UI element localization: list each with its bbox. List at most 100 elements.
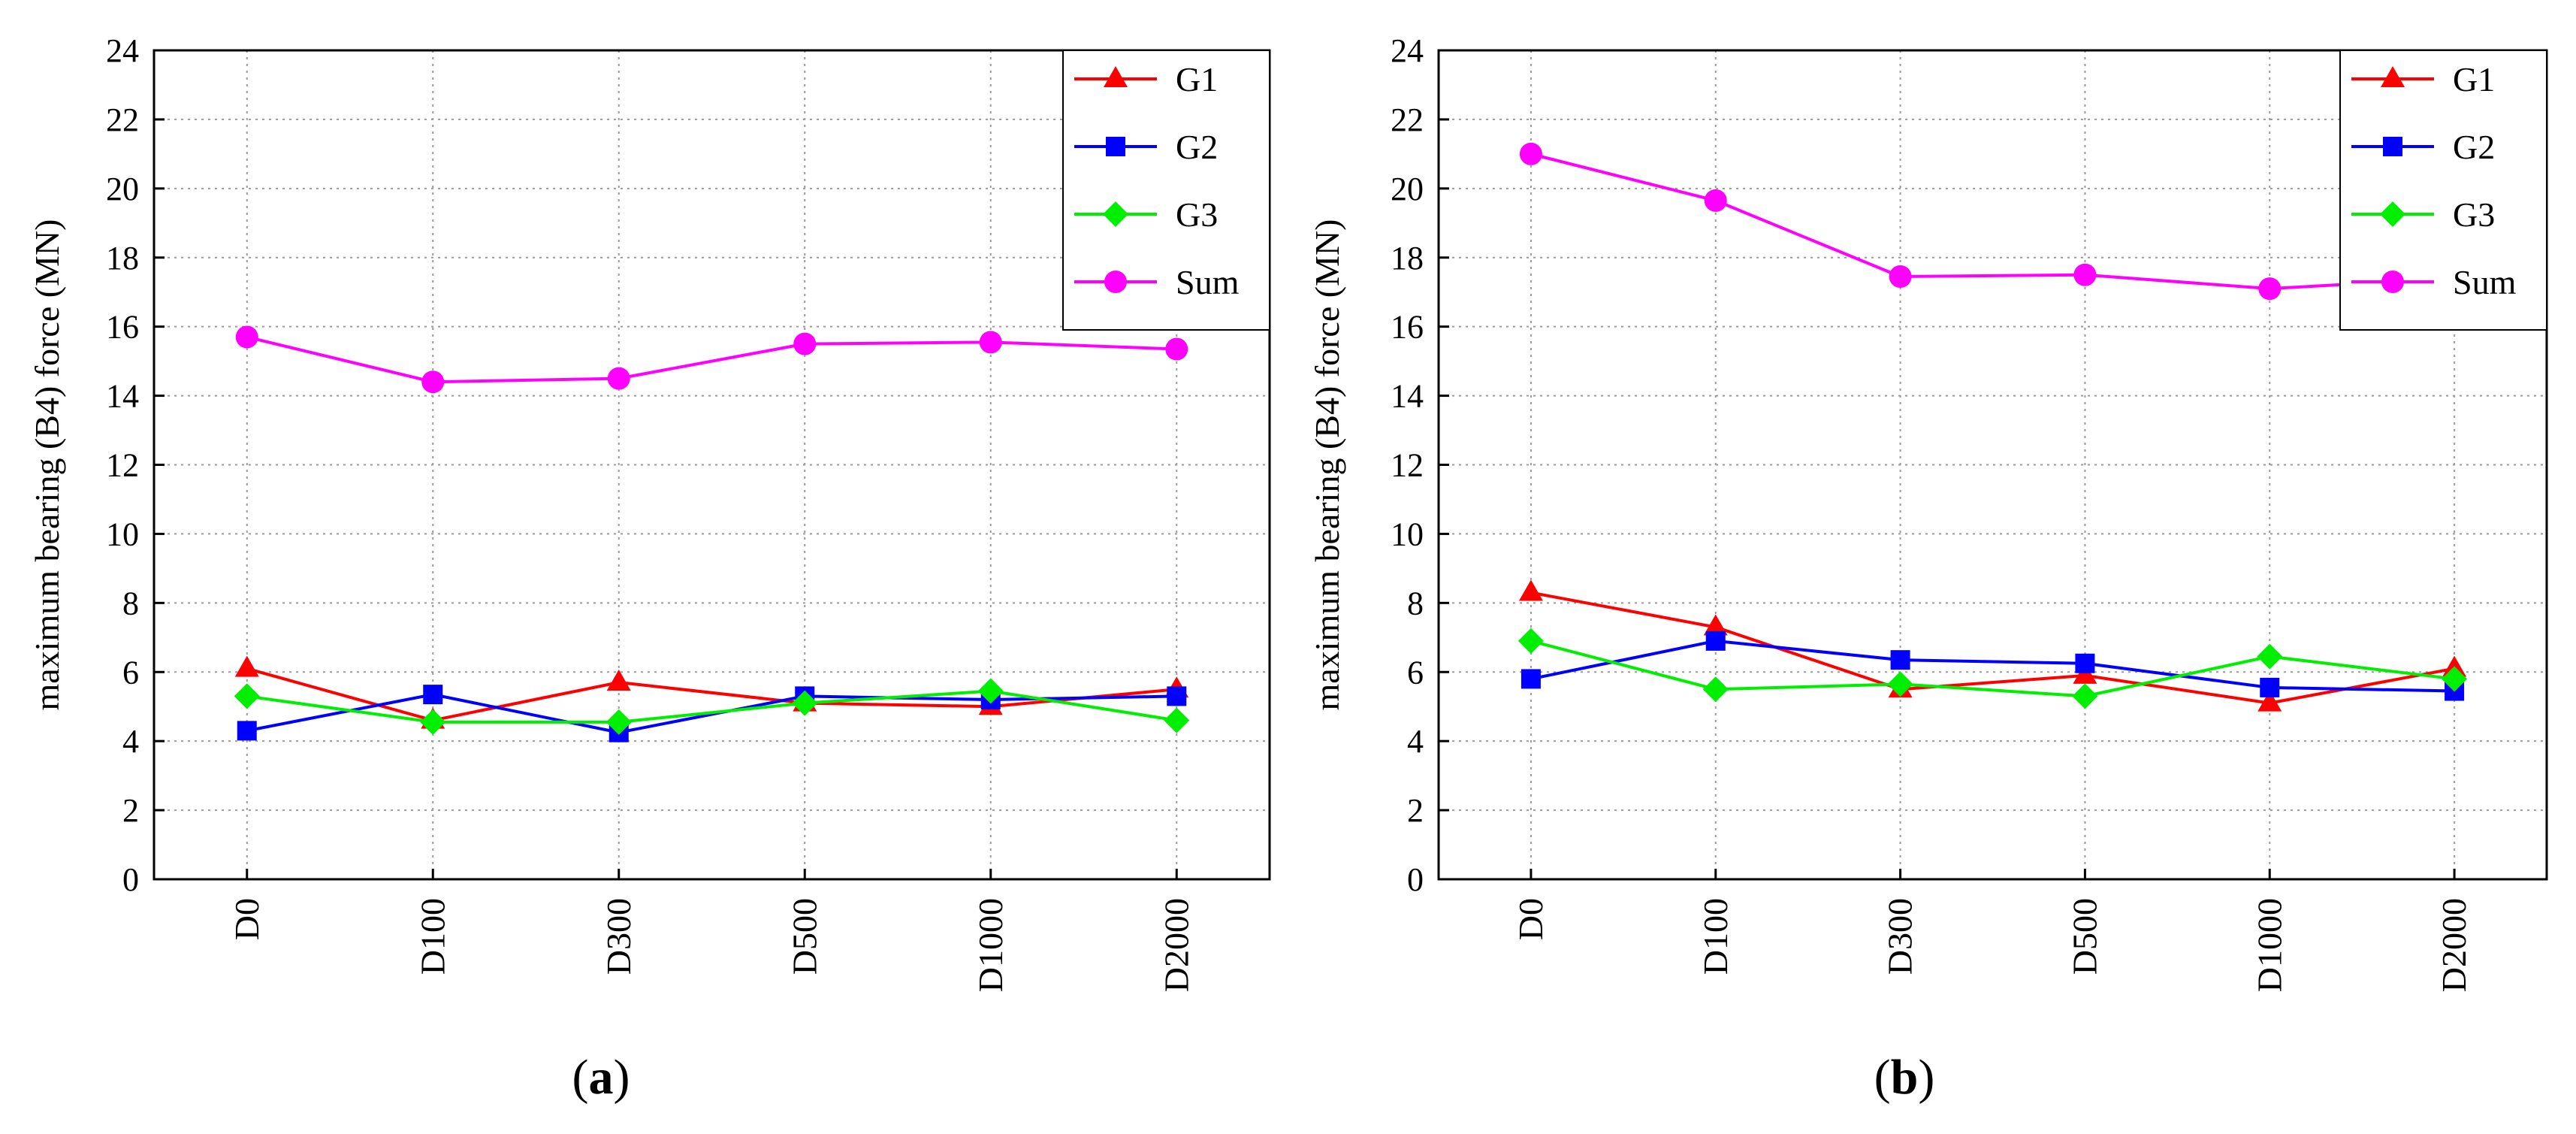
x-tick-label: D300 [1881,898,1919,975]
y-tick-label: 2 [1407,792,1424,829]
data-point-sum [1704,189,1727,212]
panel-label-letter: a [589,1050,614,1105]
series-line-sum [1530,152,2455,291]
data-point-g3 [605,709,632,735]
y-tick-label: 2 [122,792,139,829]
data-point-g3 [2072,683,2098,709]
y-tick-label: 24 [1391,32,1424,69]
data-point-g3 [2442,666,2468,692]
data-point-sum [2073,263,2097,286]
series-line-g2 [1530,639,2455,693]
y-tick-label: 14 [1391,378,1424,415]
data-point-sum [235,325,258,349]
legend-marker-g2 [1106,137,1125,156]
data-point-g1 [1518,579,1543,601]
x-tick-label: D500 [785,898,823,975]
x-tick-label: D2000 [2435,898,2473,992]
y-tick-label: 18 [1391,240,1424,277]
plot-frame [153,49,1271,881]
legend-label-sum: Sum [2453,263,2517,301]
x-tick-label: D1000 [971,898,1010,992]
series-line-g3 [1530,639,2455,698]
legend-marker-sum [1104,271,1127,293]
data-point-sum [1889,265,1912,289]
y-tick-label: 6 [1407,654,1424,691]
legend-label-g2: G2 [2453,128,2495,166]
data-point-g1 [234,655,259,677]
data-point-g1 [2257,690,2282,712]
data-point-sum [1165,337,1188,361]
y-tick-label: 16 [106,309,139,346]
data-point-g2 [423,685,443,705]
y-tick-label: 6 [122,654,139,691]
data-point-g3 [1887,671,1913,697]
data-point-g3 [2257,643,2283,670]
series-line-g1 [246,667,1177,722]
legend-marker-g2 [2383,137,2402,156]
legend: G1 G2 G3 Sum [2339,50,2547,331]
legend-label-sum: Sum [1176,263,1240,301]
y-tick-label: 0 [122,861,139,898]
y-tick-label: 16 [1391,309,1424,346]
series-line-sum [246,335,1177,384]
x-tick-label: D100 [1696,898,1735,975]
legend-label-g3: G3 [1176,195,1218,234]
legend-label-g1: G1 [2453,60,2495,98]
series-line-g2 [246,693,1177,734]
panel-label: (a) [572,1050,630,1105]
y-tick-label: 4 [122,723,139,760]
y-tick-label: 22 [1391,101,1424,138]
data-point-g2 [2260,677,2280,697]
x-tick-label: D300 [599,898,638,975]
y-tick-label: 20 [1391,171,1424,207]
data-point-g3 [1702,676,1729,703]
data-point-g3 [792,690,818,716]
y-tick-label: 0 [1407,861,1424,898]
data-point-sum [1519,142,1542,165]
x-tick-label: D0 [1511,898,1550,940]
y-tick-label: 10 [1391,516,1424,552]
data-point-sum [421,370,445,394]
legend-marker-g1 [1104,66,1128,87]
data-point-g1 [606,670,631,691]
legend-marker-g1 [2381,66,2405,87]
data-point-g2 [1167,686,1187,706]
data-point-g3 [1164,707,1190,733]
panel-label: (b) [1874,1050,1935,1105]
data-point-g2 [1890,650,1910,670]
data-point-g1 [1703,614,1728,636]
legend-label-g2: G2 [1176,128,1218,166]
x-tick-label: D1000 [2250,898,2288,992]
y-tick-label: 4 [1407,723,1424,760]
x-tick-label: D2000 [1157,898,1195,992]
y-tick-label: 12 [1391,447,1424,484]
data-point-sum [793,332,817,355]
data-point-g2 [237,721,257,741]
data-point-sum [607,367,630,390]
y-axis-title: maximum bearing (B4) force (MN) [1308,219,1346,710]
data-point-g1 [2073,662,2097,684]
y-tick-label: 20 [106,171,139,207]
legend-marker-sum [2381,271,2404,293]
plot-frame [1437,49,2548,881]
data-point-g3 [1518,627,1544,654]
data-point-g2 [2075,653,2095,673]
y-tick-label: 14 [106,378,139,415]
y-tick-label: 18 [106,240,139,277]
y-tick-label: 12 [106,447,139,484]
legend-marker-g3 [1103,201,1128,227]
y-axis-title: maximum bearing (B4) force (MN) [28,219,66,710]
x-tick-label: D100 [413,898,451,975]
legend: G1 G2 G3 Sum [1062,50,1270,331]
data-point-sum [979,331,1002,354]
data-point-g2 [1521,669,1541,689]
data-point-g3 [234,683,260,709]
data-point-g3 [977,678,1004,704]
panel-label-letter: b [1891,1050,1919,1105]
x-tick-label: D500 [2065,898,2103,975]
legend-marker-g3 [2380,201,2405,227]
legend-label-g3: G3 [2453,195,2495,234]
legend-label-g1: G1 [1176,60,1218,98]
